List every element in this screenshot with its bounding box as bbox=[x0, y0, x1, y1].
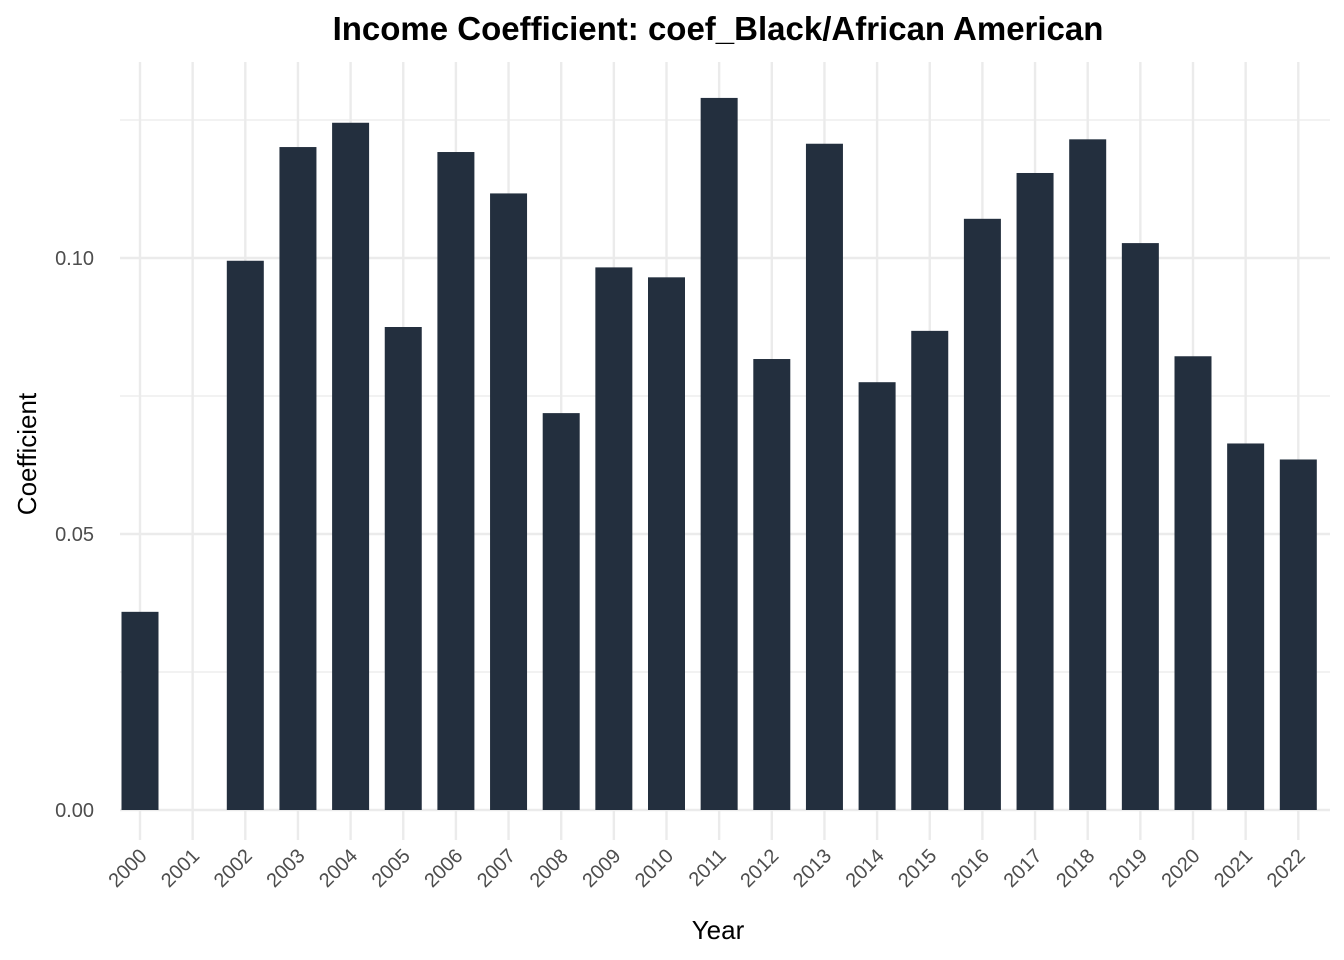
bar-2018 bbox=[1069, 139, 1107, 810]
x-tick-label: 2013 bbox=[789, 845, 836, 892]
bar-2020 bbox=[1174, 356, 1212, 810]
x-tick-label: 2005 bbox=[368, 845, 415, 892]
bar-2008 bbox=[542, 413, 580, 810]
bar-2007 bbox=[490, 193, 528, 810]
x-tick-label: 2004 bbox=[315, 845, 362, 892]
bar-2016 bbox=[963, 218, 1001, 811]
x-tick-label: 2007 bbox=[473, 845, 520, 892]
x-tick-label: 2014 bbox=[842, 845, 889, 892]
y-axis-label: Coefficient bbox=[12, 392, 42, 515]
bar-2022 bbox=[1279, 459, 1317, 810]
x-tick-label: 2008 bbox=[526, 845, 573, 892]
x-tick-label: 2018 bbox=[1052, 845, 1099, 892]
bar-2003 bbox=[279, 147, 317, 811]
chart-title: Income Coefficient: coef_Black/African A… bbox=[333, 10, 1104, 47]
bar-2010 bbox=[648, 277, 685, 810]
bar-2014 bbox=[858, 382, 896, 810]
bar-2021 bbox=[1227, 443, 1265, 810]
x-axis-ticks: 2000 2001 2002 2003 2004 2005 2006 2007 2008 2009… bbox=[105, 845, 1310, 892]
y-tick-label: 0.10 bbox=[55, 248, 94, 270]
y-tick-label: 0.05 bbox=[55, 524, 94, 546]
bars bbox=[121, 97, 1317, 811]
x-tick-label: 2001 bbox=[157, 845, 204, 892]
bar-2009 bbox=[595, 267, 633, 810]
x-tick-label: 2021 bbox=[1210, 845, 1257, 892]
x-tick-label: 2019 bbox=[1105, 845, 1152, 892]
x-axis-label: Year bbox=[692, 915, 745, 945]
bar-2004 bbox=[332, 122, 370, 810]
x-tick-label: 2009 bbox=[578, 845, 625, 892]
y-axis-ticks: 0.00 0.05 0.10 bbox=[55, 248, 94, 822]
x-tick-label: 2000 bbox=[105, 845, 152, 892]
x-tick-label: 2006 bbox=[420, 845, 467, 892]
bar-2011 bbox=[700, 97, 738, 811]
x-tick-label: 2011 bbox=[685, 845, 731, 891]
bar-2012 bbox=[753, 359, 791, 810]
x-tick-label: 2016 bbox=[947, 845, 994, 892]
bar-2006 bbox=[437, 152, 475, 811]
x-tick-label: 2012 bbox=[736, 845, 783, 892]
x-tick-label: 2015 bbox=[894, 845, 941, 892]
bar-2013 bbox=[805, 143, 843, 811]
bar-2019 bbox=[1121, 243, 1159, 810]
x-tick-label: 2002 bbox=[210, 845, 257, 892]
bar-2015 bbox=[911, 330, 949, 810]
x-tick-label: 2020 bbox=[1158, 845, 1205, 892]
bar-2005 bbox=[384, 327, 422, 810]
bar-2002 bbox=[226, 260, 264, 810]
x-tick-label: 2022 bbox=[1263, 845, 1310, 892]
bar-2017 bbox=[1016, 172, 1054, 810]
x-tick-label: 2017 bbox=[1000, 845, 1047, 892]
x-tick-label: 2003 bbox=[262, 845, 309, 892]
bar-2000 bbox=[121, 611, 159, 810]
y-tick-label: 0.00 bbox=[55, 800, 94, 822]
x-tick-label: 2010 bbox=[631, 845, 678, 892]
